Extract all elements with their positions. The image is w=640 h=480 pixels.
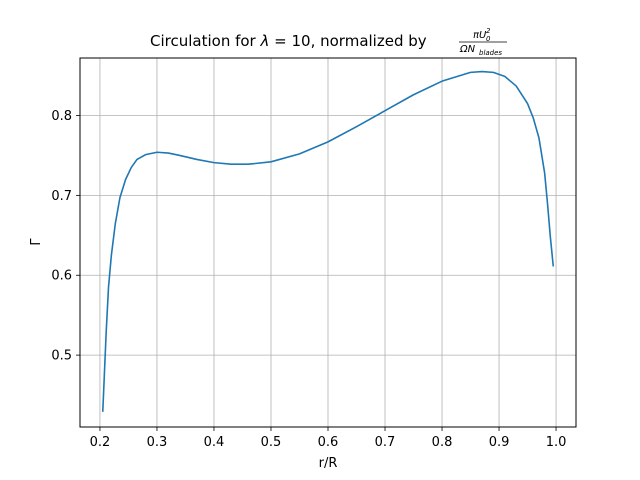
x-tick-label: 0.4 bbox=[204, 435, 225, 450]
x-tick-label: 0.2 bbox=[90, 435, 111, 450]
fraction-numerator: πU bbox=[473, 30, 487, 41]
x-tick-label: 0.5 bbox=[261, 435, 282, 450]
x-tick-label: 0.3 bbox=[147, 435, 168, 450]
numerator-superscript: 2 bbox=[486, 27, 491, 35]
title-text: Circulation for λ = 10, normalized by bbox=[150, 32, 427, 50]
title-lambda: λ bbox=[260, 32, 270, 50]
y-tick-label: 0.8 bbox=[51, 109, 72, 124]
chart-title: Circulation for λ = 10, normalized by πU… bbox=[150, 27, 507, 57]
title-equals-value: = 10, normalized by bbox=[269, 32, 426, 50]
line-layer bbox=[101, 70, 555, 412]
numerator-subscript: 0 bbox=[486, 35, 491, 43]
fraction-denominator: ΩN bbox=[459, 44, 476, 55]
x-tick-label: 0.7 bbox=[375, 435, 396, 450]
x-tick-label: 0.6 bbox=[318, 435, 339, 450]
title-fraction: πU 2 0 ΩN blades bbox=[459, 27, 507, 57]
x-axis-label: r/R bbox=[319, 456, 338, 471]
y-tick-label: 0.7 bbox=[51, 189, 72, 204]
y-tick-label: 0.6 bbox=[51, 269, 72, 284]
x-tick-label: 0.8 bbox=[432, 435, 453, 450]
series-line bbox=[101, 70, 555, 412]
x-tick-label: 0.9 bbox=[489, 435, 510, 450]
x-ticks: 0.2 0.3 0.4 0.5 0.6 0.7 0.8 0.9 1.0 bbox=[90, 427, 567, 450]
denominator-subscript: blades bbox=[479, 49, 502, 57]
grid bbox=[80, 58, 576, 427]
y-ticks: 0.5 0.6 0.7 0.8 bbox=[51, 109, 80, 364]
title-prefix: Circulation for bbox=[150, 32, 261, 50]
y-axis-label: Γ bbox=[29, 238, 44, 246]
x-tick-label: 1.0 bbox=[546, 435, 567, 450]
y-tick-label: 0.5 bbox=[51, 349, 72, 364]
